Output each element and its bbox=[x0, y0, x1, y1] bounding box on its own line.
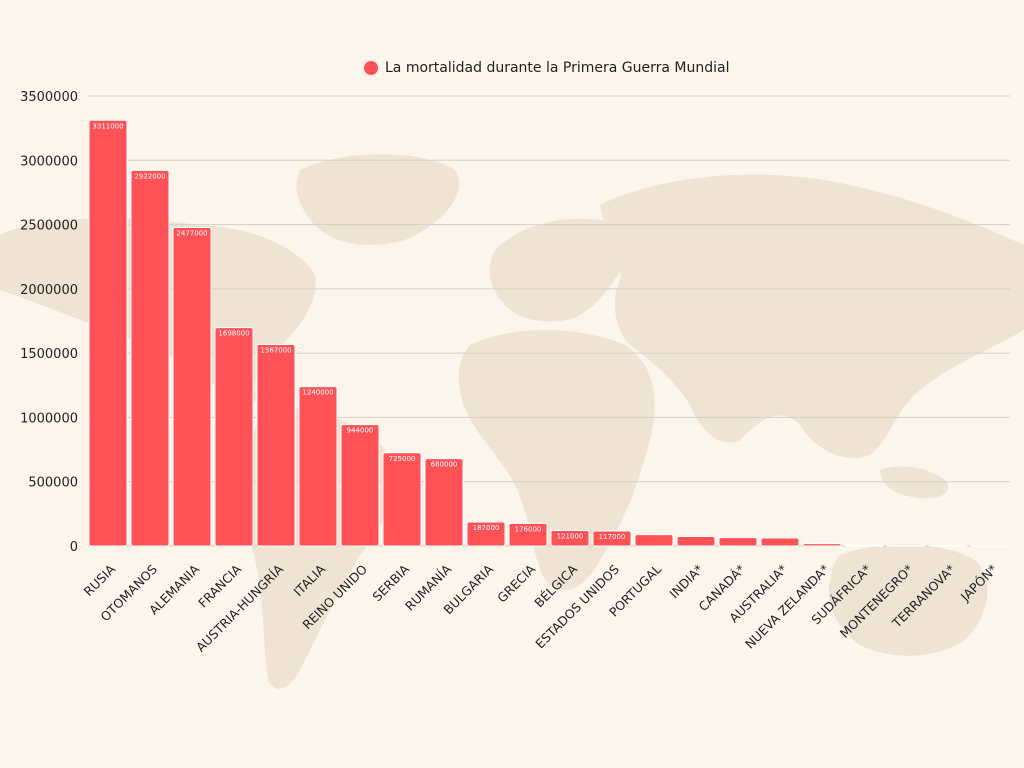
bar bbox=[172, 227, 212, 547]
y-tick-label: 1500000 bbox=[20, 347, 78, 362]
bar bbox=[424, 458, 464, 547]
australia-shape bbox=[828, 544, 988, 656]
bar-value-label: 117000 bbox=[599, 533, 626, 541]
bar bbox=[382, 452, 422, 547]
asia-shape bbox=[600, 174, 1024, 459]
bar-value-label: 680000 bbox=[431, 461, 458, 469]
islands-shape bbox=[880, 466, 949, 499]
bar-value-label: 2922000 bbox=[134, 172, 165, 180]
bar bbox=[256, 344, 296, 547]
x-axis-tick-labels: RUSIAOTOMANOSALEMANIAFRANCIAAUSTRIA-HUNG… bbox=[81, 561, 1000, 655]
x-tick-label: MONTENEGRO* bbox=[837, 562, 916, 641]
chart-legend: La mortalidad durante la Primera Guerra … bbox=[364, 60, 729, 76]
bar bbox=[634, 534, 674, 547]
bar-value-label: 3311000 bbox=[92, 122, 123, 130]
bar-value-label: 1240000 bbox=[302, 389, 333, 397]
y-tick-label: 2500000 bbox=[20, 219, 78, 234]
bar bbox=[844, 544, 884, 547]
bar bbox=[718, 537, 758, 547]
bar-value-label: 1698000 bbox=[218, 330, 249, 338]
bar bbox=[760, 537, 800, 547]
x-tick-label: RUSIA bbox=[81, 561, 119, 599]
value-labels: 3311000 2922000 2477000 1698000 1567000 12400… bbox=[92, 122, 625, 541]
greenland-shape bbox=[296, 154, 459, 245]
bar bbox=[802, 543, 842, 547]
europe-shape bbox=[489, 218, 632, 322]
y-tick-label: 0 bbox=[70, 540, 78, 555]
bar bbox=[130, 169, 170, 547]
africa-shape bbox=[458, 330, 655, 591]
bars bbox=[88, 119, 1010, 547]
bar bbox=[298, 386, 338, 547]
bar bbox=[550, 529, 590, 547]
bar-value-label: 176000 bbox=[515, 525, 542, 533]
y-axis-tick-labels: 0 500000 1000000 1500000 2000000 2500000 30000… bbox=[20, 90, 78, 555]
y-tick-label: 3500000 bbox=[20, 90, 78, 105]
bar-value-label: 121000 bbox=[557, 532, 584, 540]
legend-marker bbox=[364, 61, 378, 75]
bar-value-label: 187000 bbox=[473, 524, 500, 532]
y-tick-label: 2000000 bbox=[20, 283, 78, 298]
x-tick-label: JAPÓN* bbox=[957, 562, 1000, 605]
bar-value-label: 944000 bbox=[347, 427, 374, 435]
bar-value-label: 1567000 bbox=[260, 347, 291, 355]
bar-value-label: 2477000 bbox=[176, 230, 207, 238]
bar bbox=[508, 522, 548, 547]
y-tick-label: 500000 bbox=[28, 476, 78, 491]
bar-value-label: 725000 bbox=[389, 455, 416, 463]
x-tick-label: ITALIA bbox=[291, 561, 329, 599]
bar bbox=[214, 327, 254, 547]
y-tick-label: 3000000 bbox=[20, 154, 78, 169]
bar bbox=[676, 535, 716, 547]
x-tick-label: INDIA* bbox=[666, 562, 706, 602]
bar bbox=[340, 424, 380, 547]
bar bbox=[466, 521, 506, 547]
y-tick-label: 1000000 bbox=[20, 411, 78, 426]
bar bbox=[592, 530, 632, 547]
bar bbox=[88, 119, 128, 547]
legend-label: La mortalidad durante la Primera Guerra … bbox=[385, 60, 730, 76]
